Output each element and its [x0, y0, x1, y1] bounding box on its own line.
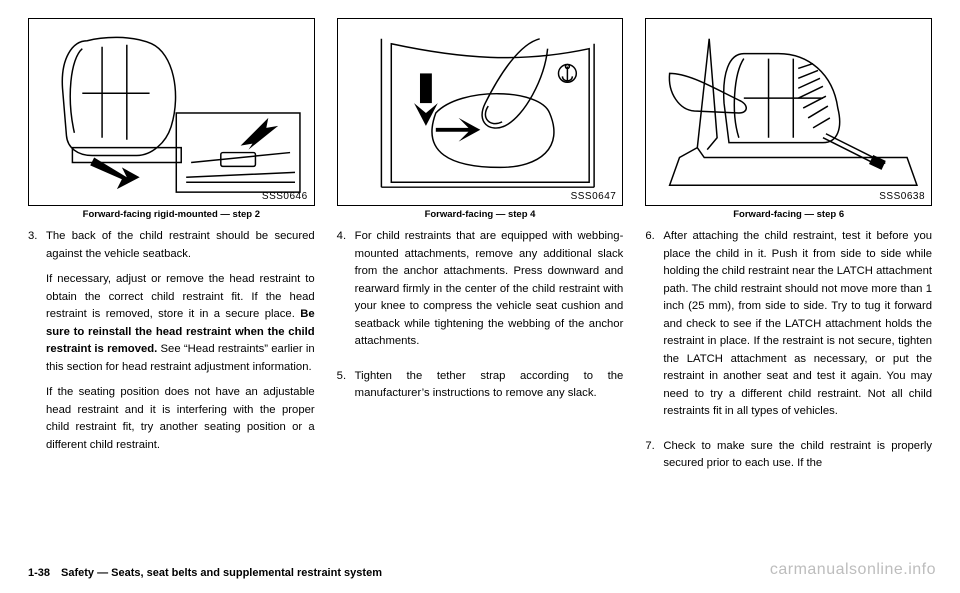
figure-col3: SSS0638: [645, 18, 932, 206]
column-1: SSS0646 Forward-facing rigid-mounted — s…: [28, 18, 315, 538]
page-footer: 1-38 Safety — Seats, seat belts and supp…: [28, 567, 382, 579]
columns-wrap: SSS0646 Forward-facing rigid-mounted — s…: [28, 18, 932, 538]
figure-caption-col1: Forward-facing rigid-mounted — step 2: [28, 209, 315, 220]
car-seat-rigid-illustration: [29, 19, 314, 205]
figure-id-col1: SSS0646: [262, 191, 308, 202]
list-item-7: 7. Check to make sure the child restrain…: [645, 438, 932, 481]
item-num-5: 5.: [337, 368, 355, 411]
list-item-6: 6. After attaching the child restraint, …: [645, 228, 932, 429]
list-item-5: 5. Tighten the tether strap according to…: [337, 368, 624, 411]
column-2: SSS0647 Forward-facing — step 4 4. For c…: [337, 18, 624, 538]
item4-p1: For child restraints that are equipped w…: [355, 228, 624, 351]
item5-p1: Tighten the tether strap according to th…: [355, 368, 624, 403]
item-num-7: 7.: [645, 438, 663, 481]
item6-p1: After attaching the child restraint, tes…: [663, 228, 932, 421]
list-item-3: 3. The back of the child restraint shoul…: [28, 228, 315, 462]
figure-col2: SSS0647: [337, 18, 624, 206]
item-num-3: 3.: [28, 228, 46, 462]
body-col2: 4. For child restraints that are equippe…: [337, 228, 624, 420]
item3-p2a: If necessary, adjust or remove the head …: [46, 273, 315, 320]
item-num-6: 6.: [645, 228, 663, 429]
item-num-4: 4.: [337, 228, 355, 359]
column-3: SSS0638 Forward-facing — step 6 6. After…: [645, 18, 932, 538]
press-seat-illustration: [338, 19, 623, 205]
list-item-4: 4. For child restraints that are equippe…: [337, 228, 624, 359]
body-col3: 6. After attaching the child restraint, …: [645, 228, 932, 490]
figure-caption-col2: Forward-facing — step 4: [337, 209, 624, 220]
test-restraint-illustration: [646, 19, 931, 205]
watermark: carmanualsonline.info: [770, 561, 936, 579]
figure-id-col2: SSS0647: [571, 191, 617, 202]
item7-p1: Check to make sure the child restraint i…: [663, 438, 932, 473]
body-col1: 3. The back of the child restraint shoul…: [28, 228, 315, 471]
item3-p2: If necessary, adjust or remove the head …: [46, 271, 315, 376]
figure-id-col3: SSS0638: [879, 191, 925, 202]
figure-col1: SSS0646: [28, 18, 315, 206]
item3-p3: If the seating position does not have an…: [46, 384, 315, 454]
figure-caption-col3: Forward-facing — step 6: [645, 209, 932, 220]
item3-p1: The back of the child restraint should b…: [46, 228, 315, 263]
